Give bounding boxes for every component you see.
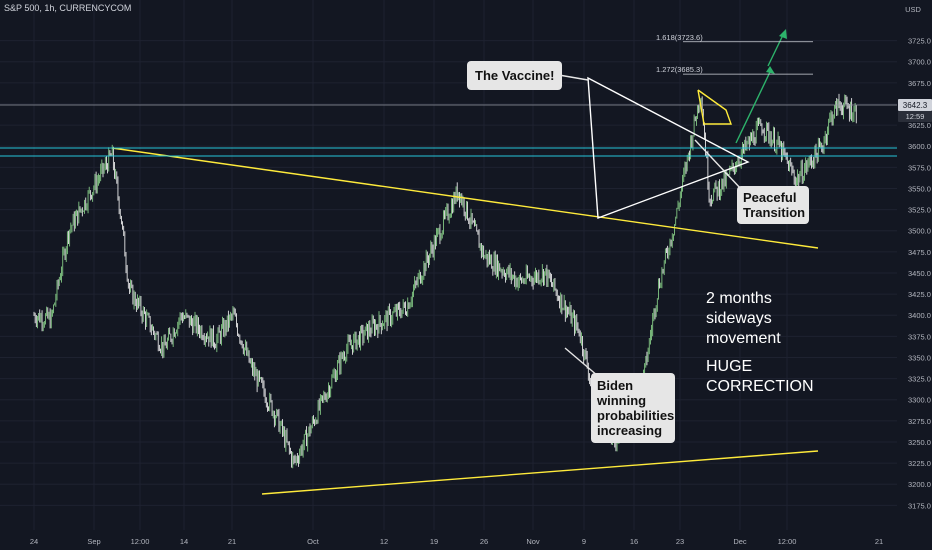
time-tick-label: Sep	[87, 537, 100, 546]
callout-peaceful-line-1: Peaceful	[743, 190, 797, 205]
time-tick-label: Dec	[733, 537, 747, 546]
callout-biden-line-1: Biden	[597, 378, 634, 393]
flag-pattern	[697, 89, 732, 125]
price-tick-label: 3625.0	[908, 121, 931, 130]
price-tick-label: 3575.0	[908, 163, 931, 172]
time-axis[interactable]: 24 Sep 12:00 14 21 Oct 12 19 26 Nov 9 16 23 Dec 12:00 2…	[30, 537, 883, 546]
projection-arrow-lower	[735, 71, 771, 144]
time-tick-label: 12:00	[778, 537, 797, 546]
note-correction-line-2: CORRECTION	[706, 378, 814, 395]
time-tick-label: 24	[30, 537, 38, 546]
time-tick-label: 12	[380, 537, 388, 546]
price-tick-label: 3450.0	[908, 269, 931, 278]
price-tick-label: 3300.0	[908, 396, 931, 405]
callout-biden-line-3: probabilities	[597, 408, 675, 423]
callout-peaceful-pointer	[694, 139, 743, 191]
price-tick-label: 3175.0	[908, 501, 931, 510]
callout-biden-line-2: winning	[597, 393, 647, 408]
price-tick-label: 3325.0	[908, 375, 931, 384]
callout-biden-pointer	[564, 347, 599, 377]
price-tick-label: 3400.0	[908, 311, 931, 320]
time-tick-label: 14	[180, 537, 188, 546]
ascending-trendline	[261, 450, 819, 495]
price-tick-label: 3700.0	[908, 58, 931, 67]
callout-vaccine: The Vaccine!	[467, 61, 563, 90]
time-tick-label: 12:00	[131, 537, 150, 546]
descending-trendline	[111, 147, 819, 249]
time-tick-label: 23	[676, 537, 684, 546]
fib-level-label: 1.618(3723.6)	[656, 33, 703, 42]
candles	[33, 93, 857, 469]
price-axis-background	[897, 0, 932, 550]
note-sideways-line-2: sideways	[706, 310, 772, 327]
arrow-head-upper	[779, 29, 787, 39]
callout-vaccine-text: The Vaccine!	[475, 68, 555, 83]
time-tick-label: 19	[430, 537, 438, 546]
time-tick-label: 9	[582, 537, 586, 546]
time-tick-label: Oct	[307, 537, 320, 546]
price-tick-label: 3525.0	[908, 206, 931, 215]
time-tick-label: Nov	[526, 537, 540, 546]
price-tick-label: 3250.0	[908, 438, 931, 447]
price-tick-label: 3200.0	[908, 480, 931, 489]
last-price-badge	[898, 99, 932, 111]
arrow-head-lower	[766, 66, 775, 74]
symbol-header[interactable]: S&P 500, 1h, CURRENCYCOM	[4, 3, 132, 13]
note-sideways-line-3: movement	[706, 330, 781, 347]
price-tick-label: 3375.0	[908, 332, 931, 341]
note-correction-line-1: HUGE	[706, 358, 753, 375]
callout-peaceful-line-2: Transition	[743, 205, 806, 220]
drawings: 1.618(3723.6) 1.272(3685.3)	[0, 29, 897, 495]
time-tick-label: 26	[480, 537, 488, 546]
note-sideways: 2 months sideways movement	[706, 289, 781, 349]
price-tick-label: 3275.0	[908, 417, 931, 426]
countdown-label: 12:59	[906, 112, 925, 121]
projection-arrow-upper	[767, 34, 784, 67]
time-tick-label: 21	[228, 537, 236, 546]
countdown-badge	[898, 111, 932, 122]
price-tick-label: 3425.0	[908, 290, 931, 299]
callout-biden: Biden winning probabilities increasing	[591, 373, 675, 443]
triangle-pattern	[587, 76, 750, 219]
fib-level-label: 1.272(3685.3)	[656, 65, 703, 74]
note-sideways-line-1: 2 months	[706, 290, 772, 307]
time-tick-label: 21	[875, 537, 883, 546]
price-tick-label: 3550.0	[908, 184, 931, 193]
note-correction: HUGE CORRECTION	[706, 357, 814, 397]
callout-biden-line-4: increasing	[597, 423, 663, 438]
price-axis[interactable]: USD3725.03700.03675.03650.03625.03600.03…	[897, 0, 932, 550]
currency-label: USD	[905, 5, 921, 14]
last-price-label: 3642.3	[903, 101, 928, 110]
price-tick-label: 3675.0	[908, 79, 931, 88]
price-tick-label: 3600.0	[908, 142, 931, 151]
callout-peaceful-transition: Peaceful Transition	[737, 186, 809, 224]
time-tick-label: 16	[630, 537, 638, 546]
price-tick-label: 3500.0	[908, 227, 931, 236]
price-tick-label: 3725.0	[908, 37, 931, 46]
price-tick-label: 3350.0	[908, 353, 931, 362]
price-tick-label: 3225.0	[908, 459, 931, 468]
price-tick-label: 3475.0	[908, 248, 931, 257]
